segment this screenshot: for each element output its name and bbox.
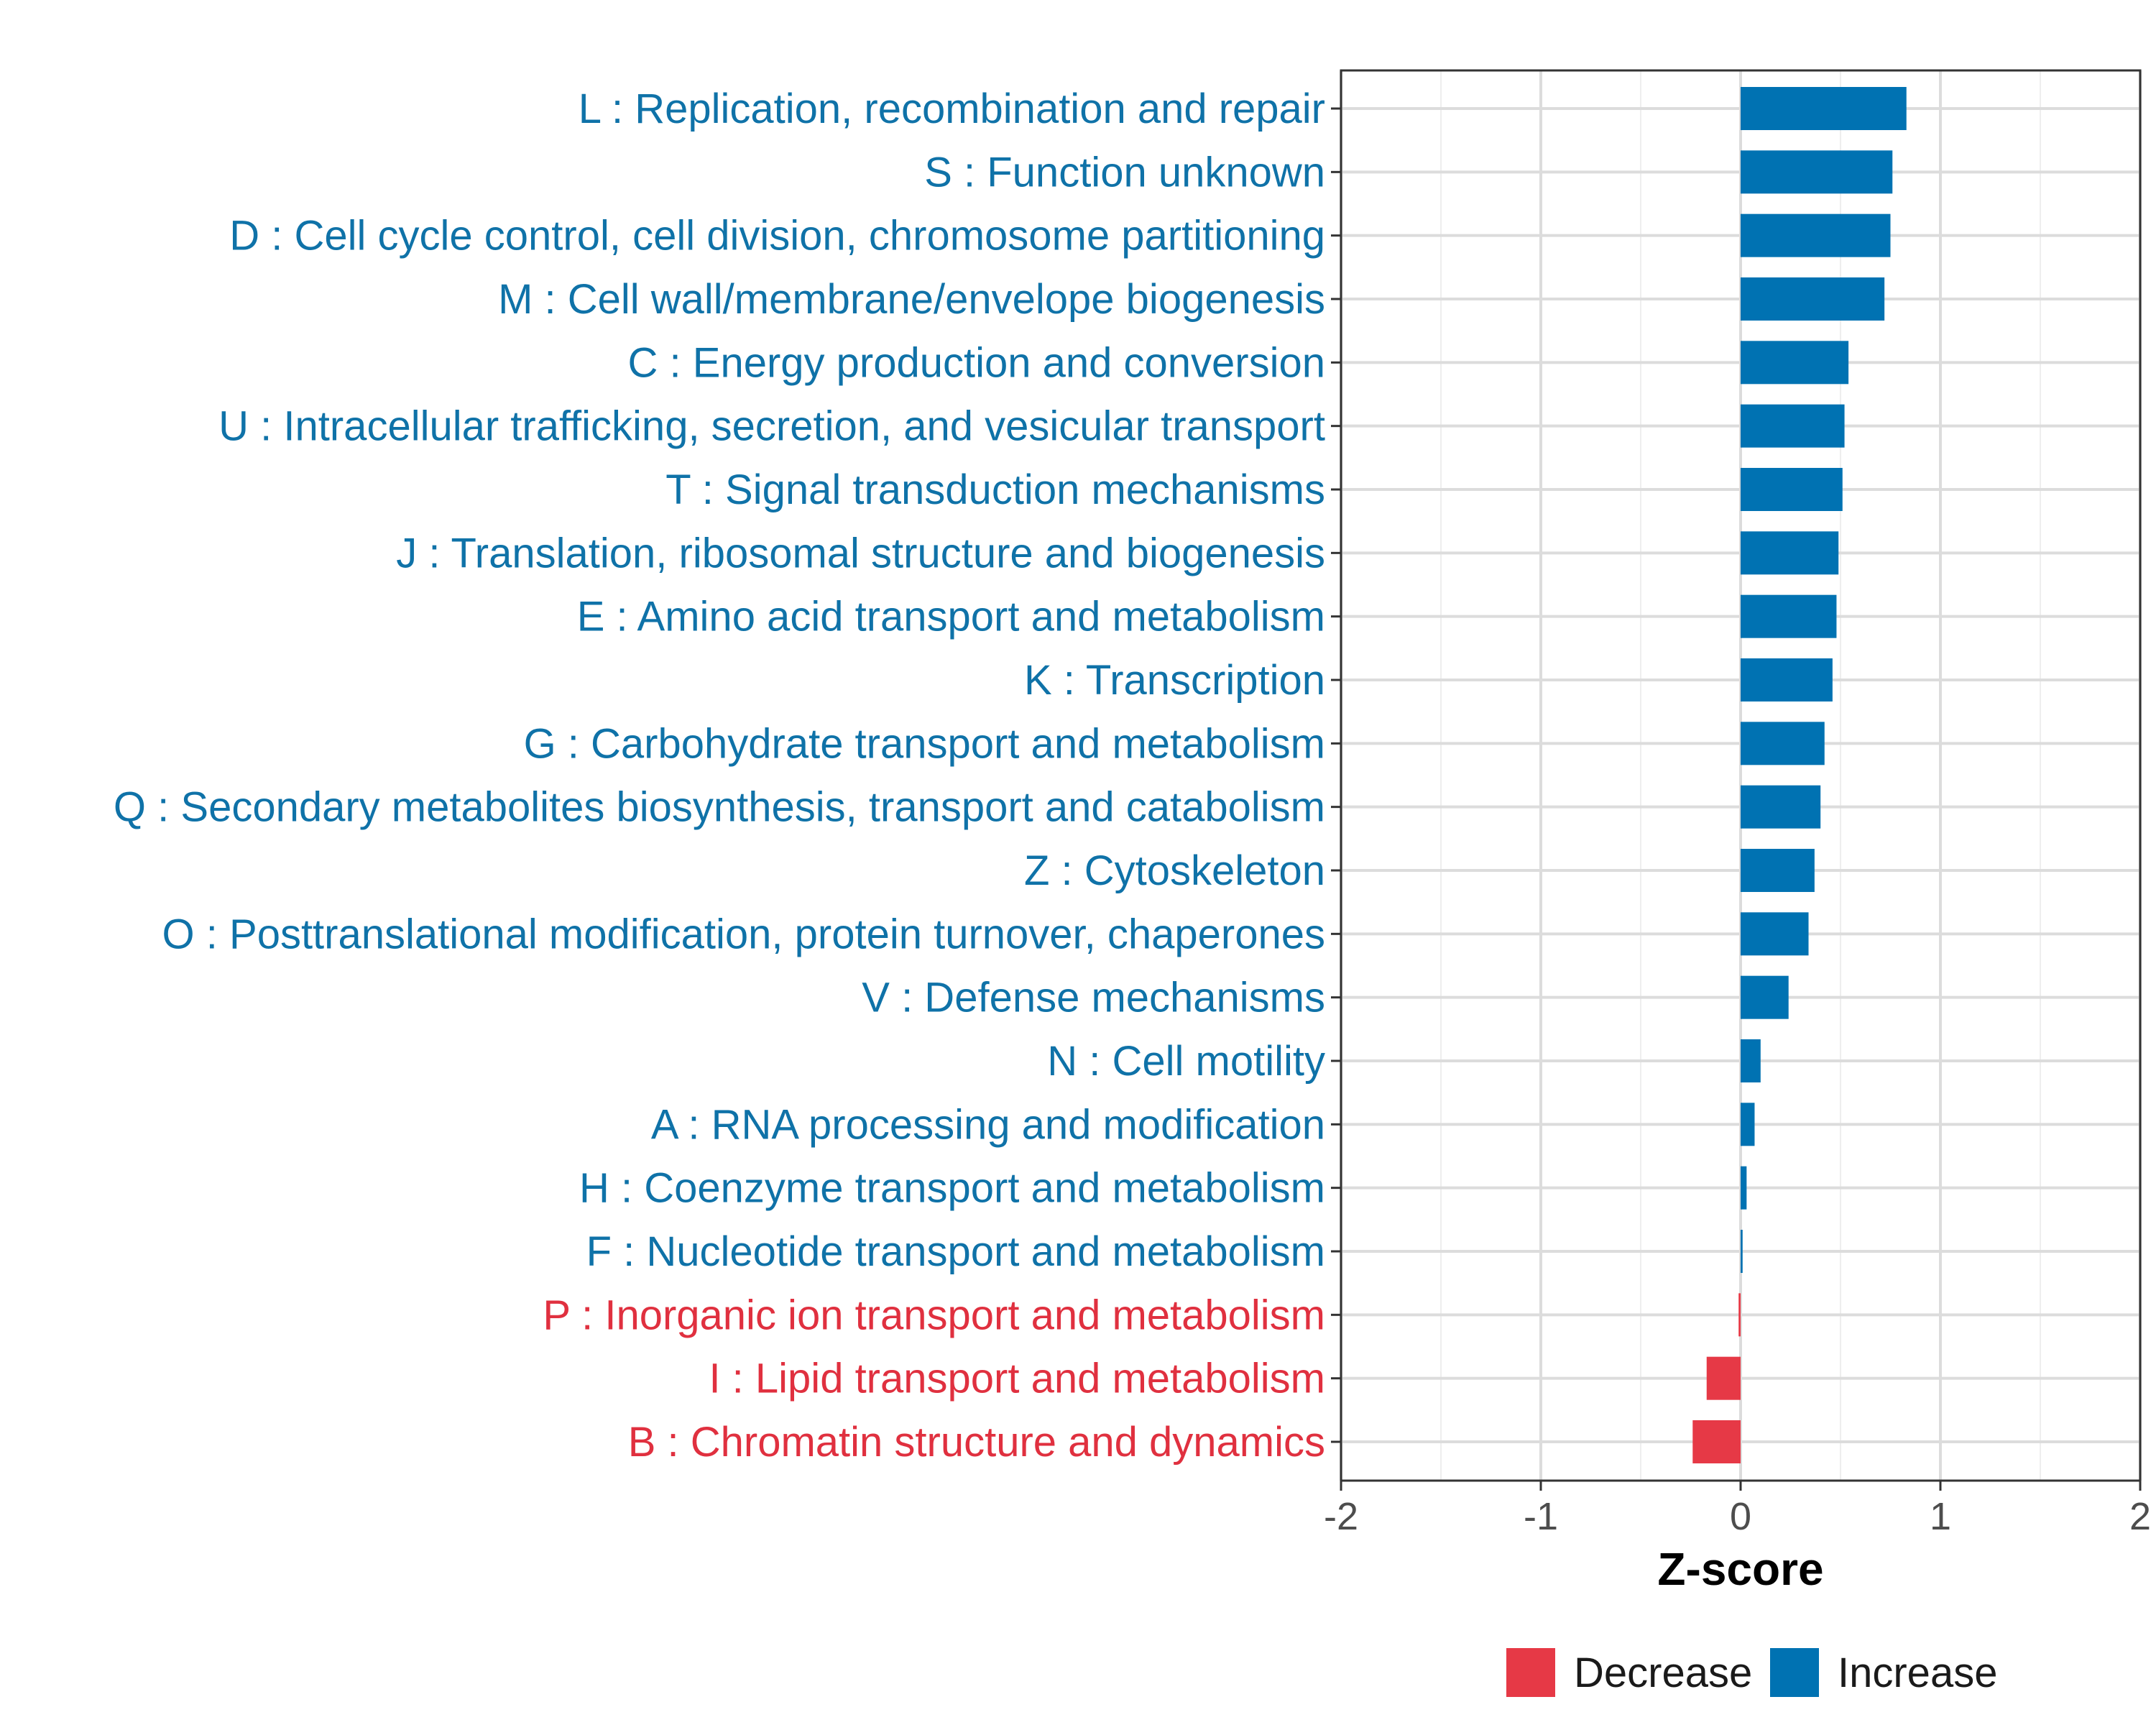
bar: [1741, 912, 1809, 956]
bar: [1741, 722, 1825, 765]
category-label: C : Energy production and conversion: [628, 339, 1325, 386]
bar: [1741, 341, 1849, 385]
category-label: M : Cell wall/membrane/envelope biogenes…: [498, 276, 1325, 323]
category-label: G : Carbohydrate transport and metabolis…: [524, 720, 1325, 767]
legend-swatch: [1770, 1648, 1819, 1697]
category-label: F : Nucleotide transport and metabolism: [586, 1228, 1325, 1275]
category-label: U : Intracellular trafficking, secretion…: [218, 403, 1325, 450]
legend-swatch: [1506, 1648, 1555, 1697]
bar: [1741, 594, 1837, 638]
category-label: N : Cell motility: [1047, 1038, 1325, 1085]
category-label: L : Replication, recombination and repai…: [579, 86, 1325, 132]
bar: [1741, 277, 1885, 321]
x-tick-label: 2: [2129, 1495, 2151, 1538]
bar: [1741, 1039, 1761, 1082]
bar: [1741, 975, 1789, 1019]
bar: [1741, 404, 1845, 448]
category-label: Q : Secondary metabolites biosynthesis, …: [114, 784, 1325, 831]
category-label: E : Amino acid transport and metabolism: [577, 594, 1325, 640]
category-label: D : Cell cycle control, cell division, c…: [229, 213, 1325, 259]
category-label: K : Transcription: [1024, 657, 1325, 704]
legend-label: Increase: [1838, 1650, 1997, 1696]
bar: [1741, 531, 1839, 575]
category-label: B : Chromatin structure and dynamics: [628, 1419, 1325, 1466]
category-labels: L : Replication, recombination and repai…: [114, 86, 1325, 1466]
category-label: Z : Cytoskeleton: [1024, 847, 1325, 894]
bar: [1741, 849, 1815, 892]
category-label: S : Function unknown: [924, 149, 1325, 196]
bars-layer: [1692, 87, 1907, 1463]
x-ticks: -2 -1 0 1 2: [1324, 1481, 2151, 1538]
category-label: O : Posttranslational modification, prot…: [162, 911, 1325, 957]
y-ticks: [1331, 107, 1341, 1443]
category-label: A : RNA processing and modification: [651, 1101, 1325, 1148]
category-label: P : Inorganic ion transport and metaboli…: [543, 1292, 1325, 1338]
bar: [1741, 87, 1907, 130]
x-axis-title: Z-score: [1657, 1543, 1823, 1595]
legend-label: Decrease: [1574, 1650, 1752, 1696]
bar: [1738, 1293, 1741, 1337]
x-tick-label: 1: [1930, 1495, 1951, 1538]
x-tick-label: 0: [1730, 1495, 1751, 1538]
bar: [1692, 1420, 1741, 1463]
bar: [1741, 213, 1891, 257]
bar: [1741, 658, 1833, 702]
legend: Decrease Increase: [1506, 1648, 1997, 1697]
bar: [1741, 468, 1843, 511]
bar: [1741, 785, 1821, 829]
category-label: V : Defense mechanisms: [862, 975, 1325, 1021]
category-label: J : Translation, ribosomal structure and…: [396, 530, 1325, 576]
x-tick-label: -1: [1524, 1495, 1558, 1538]
category-label: H : Coenzyme transport and metabolism: [579, 1165, 1325, 1212]
x-tick-label: -2: [1324, 1495, 1358, 1538]
bar: [1741, 150, 1893, 194]
bar: [1741, 1166, 1747, 1210]
bar: [1741, 1103, 1755, 1146]
category-label: T : Signal transduction mechanisms: [665, 466, 1325, 513]
category-label: I : Lipid transport and metabolism: [709, 1356, 1325, 1402]
bar: [1741, 1230, 1743, 1273]
bar: [1706, 1356, 1741, 1400]
